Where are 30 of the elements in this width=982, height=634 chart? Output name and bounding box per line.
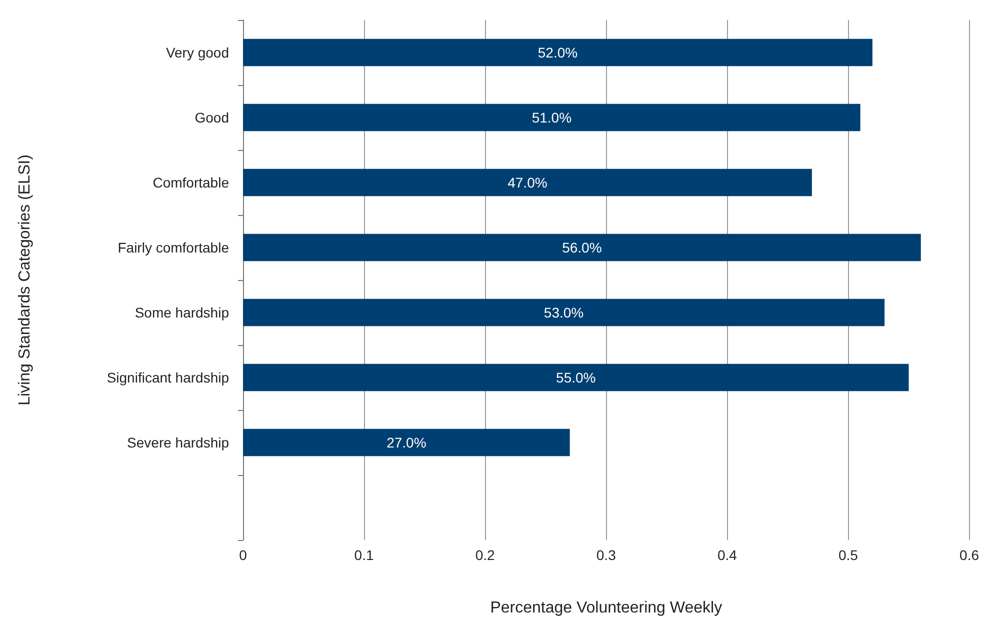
data-label: 53.0%	[544, 304, 584, 320]
x-tick-label: 0.1	[354, 547, 374, 563]
y-axis-title: Living Standards Categories (ELSI)	[16, 154, 34, 406]
bar	[243, 168, 812, 196]
bar	[243, 298, 885, 326]
y-tick-label: Severe hardship	[127, 434, 230, 450]
bar	[243, 38, 872, 66]
x-tick-label: 0.3	[596, 547, 616, 563]
data-label: 47.0%	[508, 174, 548, 190]
bar	[243, 428, 570, 456]
y-tick-label: Some hardship	[134, 304, 230, 320]
data-label: 56.0%	[562, 240, 602, 256]
data-label: 27.0%	[386, 434, 426, 450]
data-label: 52.0%	[538, 44, 578, 60]
bar	[243, 104, 860, 132]
data-label: 55.0%	[556, 370, 596, 386]
y-tick-label: Fairly comfortable	[118, 240, 230, 256]
y-tick-label: Significant hardship	[106, 370, 230, 386]
x-tick-label: 0.6	[960, 547, 980, 563]
data-label: 51.0%	[532, 110, 572, 126]
x-tick-label: 0.4	[717, 547, 738, 563]
y-tick-label: Comfortable	[152, 174, 230, 190]
x-tick-label: 0.5	[838, 547, 858, 563]
y-tick-label: Very good	[166, 44, 229, 60]
x-axis-title: Percentage Volunteering Weekly	[490, 600, 722, 616]
x-tick-label: 0.2	[475, 547, 496, 563]
bar	[243, 234, 921, 262]
bar	[243, 364, 909, 392]
x-tick-label: 0	[239, 547, 248, 563]
y-tick-label: Good	[194, 110, 229, 126]
